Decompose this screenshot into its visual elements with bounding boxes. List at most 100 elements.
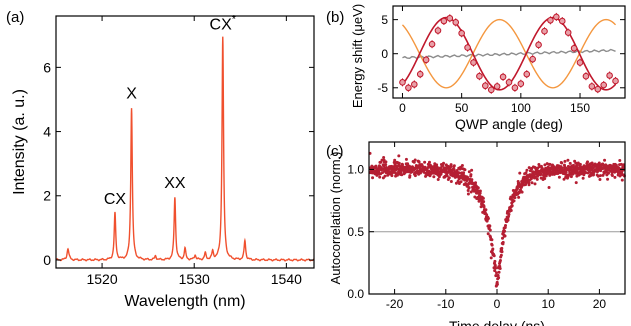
data-point bbox=[535, 41, 542, 49]
coincidence-point bbox=[506, 218, 510, 222]
orange-series-line bbox=[401, 18, 617, 89]
autocorrelation-x-tick-label: 10 bbox=[542, 297, 556, 311]
peak-label-superscript: * bbox=[232, 13, 237, 25]
coincidence-point bbox=[517, 195, 521, 199]
data-point bbox=[570, 44, 578, 52]
data-point bbox=[464, 44, 471, 51]
data-point bbox=[487, 86, 495, 94]
coincidence-point bbox=[598, 174, 602, 178]
coincidence-point bbox=[571, 163, 575, 167]
autocorrelation-x-axis-label: Time delay (ns) bbox=[449, 318, 545, 326]
data-point bbox=[511, 84, 519, 92]
energy-shift-y-axis-label: Energy shift (μeV) bbox=[350, 4, 365, 108]
autocorrelation-x-tick-label: -20 bbox=[386, 297, 404, 311]
coincidence-point bbox=[610, 174, 614, 178]
coincidence-point bbox=[606, 171, 610, 175]
coincidence-point bbox=[527, 183, 531, 187]
energy-shift-y-tick-label: 5 bbox=[381, 13, 388, 27]
data-point bbox=[541, 27, 548, 35]
data-point bbox=[517, 80, 525, 87]
data-point bbox=[553, 13, 560, 21]
autocorrelation-x-tick-label: 0 bbox=[494, 297, 501, 311]
data-point bbox=[476, 72, 483, 80]
coincidence-point bbox=[560, 161, 564, 165]
coincidence-point bbox=[493, 259, 497, 263]
coincidence-point bbox=[578, 162, 582, 166]
coincidence-point bbox=[423, 160, 427, 164]
coincidence-point bbox=[486, 232, 490, 236]
coincidence-point bbox=[547, 185, 551, 189]
spectrum-plot-area bbox=[55, 36, 315, 262]
coincidence-point bbox=[499, 253, 503, 257]
coincidence-point bbox=[520, 190, 524, 194]
coincidence-point bbox=[564, 170, 568, 174]
spectrum-x-tick-label: 1530 bbox=[179, 271, 210, 287]
data-point bbox=[600, 81, 607, 89]
coincidence-point bbox=[619, 162, 623, 166]
reference-series-line bbox=[402, 48, 616, 60]
coincidence-point bbox=[618, 159, 622, 162]
coincidence-point bbox=[393, 162, 397, 166]
coincidence-point bbox=[390, 174, 394, 178]
coincidence-point bbox=[531, 170, 535, 174]
coincidence-point bbox=[497, 276, 501, 280]
coincidence-point bbox=[525, 168, 529, 172]
coincidence-point bbox=[503, 234, 507, 238]
coincidence-point bbox=[545, 162, 549, 166]
data-point bbox=[547, 17, 554, 24]
coincidence-point bbox=[435, 163, 439, 167]
spectrum-line bbox=[55, 36, 315, 262]
energy-shift-plot-area bbox=[399, 12, 619, 94]
coincidence-point bbox=[424, 174, 428, 178]
coincidence-point bbox=[563, 159, 567, 163]
coincidence-point bbox=[417, 160, 421, 164]
coincidence-point bbox=[491, 247, 495, 251]
coincidence-point bbox=[495, 282, 499, 286]
coincidence-point bbox=[457, 171, 461, 175]
coincidence-point bbox=[469, 173, 473, 177]
coincidence-point bbox=[568, 161, 572, 165]
peak-label-text: X bbox=[126, 85, 137, 102]
coincidence-point bbox=[399, 170, 403, 174]
peak-label: CX* bbox=[210, 13, 237, 33]
coincidence-point bbox=[592, 173, 596, 177]
coincidence-point bbox=[447, 176, 451, 180]
data-point bbox=[588, 83, 596, 90]
coincidence-point bbox=[584, 171, 588, 175]
coincidence-point bbox=[560, 166, 564, 170]
coincidence-point bbox=[456, 179, 460, 183]
energy-shift-axes: 0 50 100 150 -5 0 5 bbox=[377, 6, 625, 115]
coincidence-point bbox=[510, 204, 514, 208]
coincidence-point bbox=[501, 240, 505, 244]
autocorrelation-x-tick-label: -10 bbox=[437, 297, 455, 311]
coincidence-point bbox=[589, 174, 593, 177]
coincidence-point bbox=[412, 160, 416, 164]
coincidence-point bbox=[495, 271, 499, 275]
coincidence-point bbox=[466, 189, 470, 193]
coincidence-point bbox=[557, 175, 561, 179]
data-point bbox=[505, 79, 513, 86]
coincidence-point bbox=[442, 161, 446, 165]
energy-shift-x-tick-label: 150 bbox=[570, 101, 590, 115]
spectrum-y-tick-label: 2 bbox=[43, 188, 51, 204]
coincidence-point bbox=[474, 181, 478, 185]
coincidence-point bbox=[482, 205, 486, 209]
autocorrelation-axes: -20 -10 0 10 20 0.0 0.5 1.0 bbox=[347, 142, 625, 311]
panel-c-autocorrelation: (c) -20 -10 0 10 20 0.0 0.5 1.0 Time delay (ns)… bbox=[326, 141, 626, 326]
coincidence-point bbox=[481, 196, 485, 200]
data-point bbox=[594, 85, 602, 93]
autocorrelation-y-tick-label: 0.0 bbox=[347, 287, 364, 301]
coincidence-point bbox=[603, 158, 607, 162]
coincidence-point bbox=[436, 177, 440, 181]
panel-a-label: (a) bbox=[6, 9, 24, 26]
data-point bbox=[576, 59, 584, 66]
coincidence-point bbox=[490, 238, 494, 242]
coincidence-point bbox=[484, 208, 488, 212]
coincidence-point bbox=[449, 163, 453, 167]
coincidence-point bbox=[488, 228, 492, 232]
coincidence-point bbox=[543, 177, 547, 181]
data-point bbox=[564, 29, 572, 36]
